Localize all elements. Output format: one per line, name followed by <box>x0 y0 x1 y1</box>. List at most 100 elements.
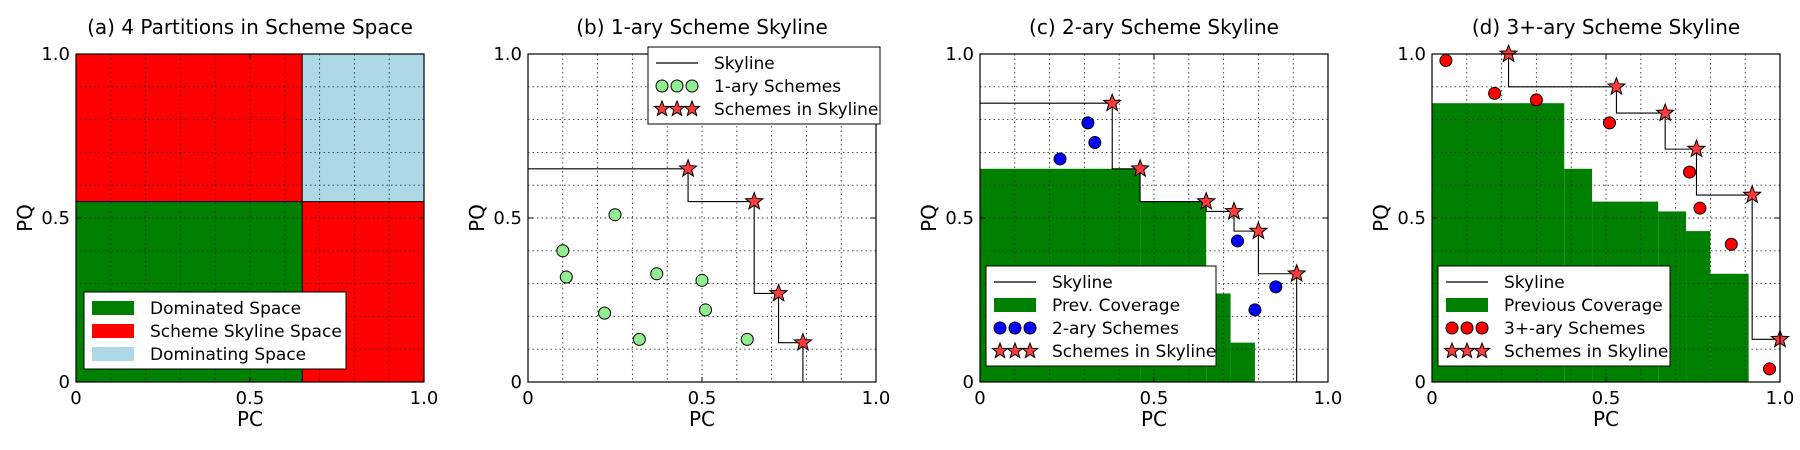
one-ary-scheme-point <box>632 332 646 346</box>
y-tick-label: 0.5 <box>1397 208 1426 229</box>
x-tick-label: 1.0 <box>862 388 891 409</box>
legend-label: Schemes in Skyline <box>714 100 878 120</box>
three-ary-scheme-point <box>1724 237 1738 251</box>
skyline-star <box>678 158 698 178</box>
legend-label: Skyline <box>1504 273 1565 293</box>
three-ary-scheme-point <box>1602 116 1616 130</box>
x-tick-label: 0.5 <box>1592 388 1621 409</box>
y-axis-label: PQ <box>465 204 489 232</box>
x-tick-label: 0 <box>974 388 985 409</box>
panel-c: 00 0.5 0.5 1.0 1.0 (c) 2-ary Scheme Skyline PC… <box>917 15 1342 431</box>
one-ary-scheme-point <box>695 273 709 287</box>
y-axis-label: PQ <box>1369 204 1393 232</box>
skyline-star <box>1224 200 1244 220</box>
legend-star-marker <box>1443 341 1461 359</box>
skyline-star <box>1248 220 1269 240</box>
y-axis-label: PQ <box>13 204 37 232</box>
one-ary-scheme-point <box>556 244 570 258</box>
skyline-star <box>793 332 813 352</box>
legend-label: 3+-ary Schemes <box>1504 319 1645 339</box>
legend-patch <box>92 301 134 315</box>
legend-patch <box>92 347 134 361</box>
one-ary-scheme-point <box>650 267 664 281</box>
legend-marker <box>1445 321 1459 335</box>
legend-marker <box>1460 321 1474 335</box>
y-tick-label: 0 <box>59 372 70 393</box>
skyline-space-region-top <box>76 54 303 202</box>
panel-title: (b) 1-ary Scheme Skyline <box>576 15 828 39</box>
x-tick-label: 0 <box>522 388 533 409</box>
y-tick-label: 0 <box>1415 372 1426 393</box>
x-tick-label: 1.0 <box>410 388 439 409</box>
x-axis-label: PC <box>689 407 715 431</box>
legend-label: Scheme Skyline Space <box>150 322 342 342</box>
x-tick-label: 0 <box>70 388 81 409</box>
skyline-line <box>980 102 1298 382</box>
skyline-line <box>1432 53 1781 382</box>
y-tick-label: 1.0 <box>493 44 522 65</box>
legend-star-marker <box>1006 341 1024 359</box>
legend-label: 2-ary Schemes <box>1052 319 1179 339</box>
panel-title: (d) 3+-ary Scheme Skyline <box>1472 15 1740 39</box>
y-tick-label: 0.5 <box>945 208 974 229</box>
x-tick-label: 0.5 <box>1140 388 1169 409</box>
legend-marker <box>655 79 669 93</box>
x-tick-label: 0.5 <box>236 388 265 409</box>
three-ary-scheme-point <box>1529 93 1543 107</box>
panel-title: (a) 4 Partitions in Scheme Space <box>87 15 413 39</box>
legend: Skyline Previous Coverage 3+-ary Schemes Sc… <box>1437 265 1671 367</box>
coverage-bar <box>1686 231 1711 382</box>
legend-marker <box>993 321 1007 335</box>
x-axis-label: PC <box>237 407 263 431</box>
y-tick-label: 0 <box>511 372 522 393</box>
legend-patch <box>994 298 1036 312</box>
one-ary-scheme-point <box>608 208 622 222</box>
panel-d: 00 0.5 0.5 1.0 1.0 (d) 3+-ary Scheme Skyline P… <box>1369 15 1794 431</box>
grid <box>980 54 1328 382</box>
legend-marker <box>670 79 684 93</box>
legend-label: Dominating Space <box>150 345 306 365</box>
legend-star-marker <box>668 99 686 117</box>
coverage-bar <box>1230 342 1255 382</box>
one-ary-scheme-point <box>598 306 612 320</box>
legend-marker <box>1475 321 1489 335</box>
skyline-star <box>1606 76 1627 96</box>
skyline-star <box>1742 184 1763 204</box>
legend-star-marker <box>1473 341 1491 359</box>
legend-star-marker <box>1458 341 1476 359</box>
y-tick-label: 0 <box>963 372 974 393</box>
x-axis-label: PC <box>1141 407 1167 431</box>
three-ary-scheme-point <box>1693 201 1707 215</box>
two-ary-scheme-point <box>1248 303 1262 317</box>
legend-star-marker <box>683 99 701 117</box>
legend-label: Skyline <box>1052 273 1113 293</box>
one-ary-scheme-point <box>698 303 712 317</box>
legend-patch <box>1446 298 1488 312</box>
dominating-region <box>302 54 424 202</box>
coverage-bar <box>1710 273 1749 382</box>
y-tick-label: 0.5 <box>41 208 70 229</box>
skyline-star <box>1286 263 1307 283</box>
x-tick-label: 0 <box>1426 388 1437 409</box>
three-ary-scheme-point <box>1439 54 1453 68</box>
grid <box>1432 54 1780 382</box>
y-tick-label: 1.0 <box>1397 44 1426 65</box>
legend-star-marker <box>653 99 671 117</box>
legend: Skyline 1-ary Schemes Schemes in Skyline <box>647 46 881 125</box>
x-tick-label: 0.5 <box>688 388 717 409</box>
three-ary-scheme-point <box>1488 86 1502 100</box>
legend-label: Dominated Space <box>150 299 301 319</box>
x-axis-label: PC <box>1593 407 1619 431</box>
y-tick-label: 1.0 <box>945 44 974 65</box>
two-ary-scheme-point <box>1088 136 1102 150</box>
three-ary-scheme-point <box>1683 165 1697 179</box>
skyline-star <box>1686 138 1707 158</box>
one-ary-scheme-point <box>559 270 573 284</box>
legend-label: Schemes in Skyline <box>1504 342 1668 362</box>
legend-label: Prev. Coverage <box>1052 296 1180 316</box>
legend: Dominated Space Scheme Skyline Space Domin… <box>83 291 347 370</box>
two-ary-scheme-point <box>1231 234 1245 248</box>
legend-marker <box>1008 321 1022 335</box>
legend-label: Previous Coverage <box>1504 296 1663 316</box>
